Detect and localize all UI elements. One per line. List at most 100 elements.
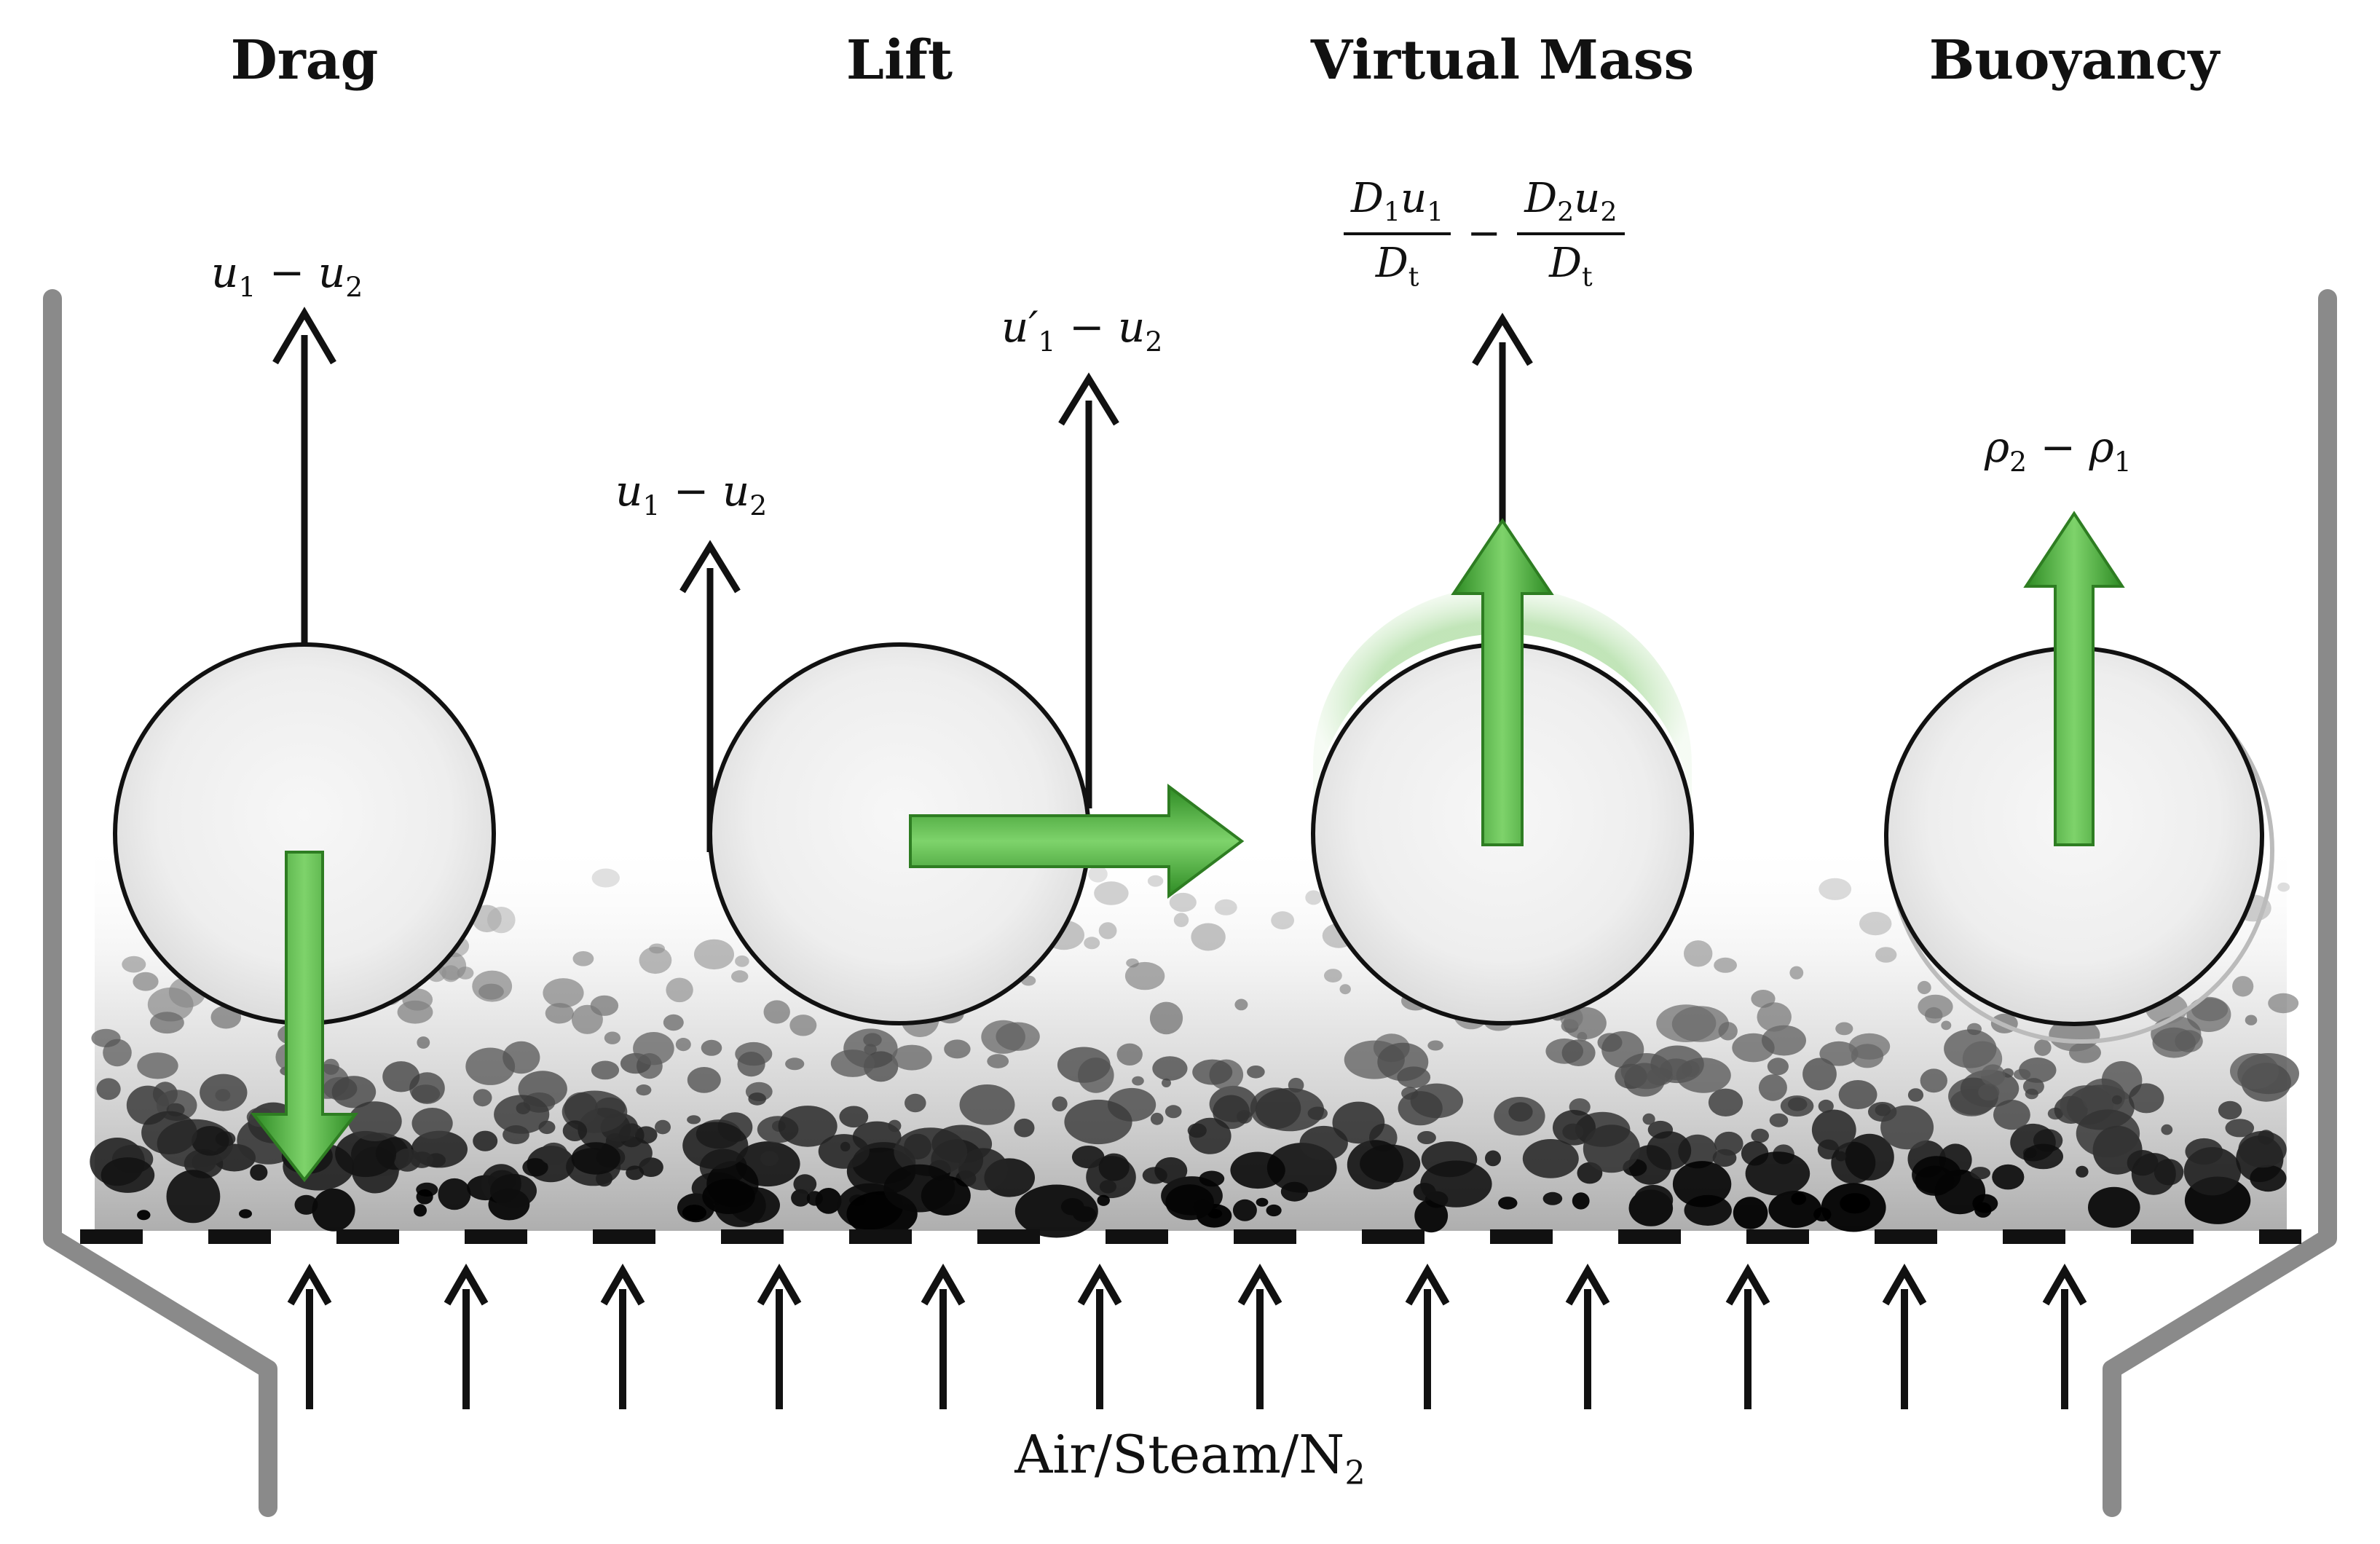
bed-particle [1875,1103,1891,1116]
bed-particle [1845,1133,1894,1181]
bed-particle [2076,1165,2089,1178]
bed-particle [1149,1001,1183,1035]
lift-fluctuation-label: u′1 − u2 [1001,302,1163,358]
bed-particle [1780,1095,1814,1117]
bed-particle [91,1028,121,1047]
bed-particle [1116,1043,1143,1066]
bed-particle [1255,1087,1325,1132]
bed-particle [215,1089,231,1102]
lift-force-arrow [909,784,1245,899]
bed-particle [1098,922,1117,940]
bed-particle [735,1041,773,1066]
bed-particle [2186,996,2231,1032]
heading-buoyancy: Buoyancy [1928,29,2220,92]
bed-particle [888,1119,902,1133]
bed-particle [494,1095,550,1134]
bed-particle [1767,1057,1789,1076]
bed-particle [101,1157,155,1193]
bed-particle [490,1173,537,1208]
bed-particle [883,1164,955,1213]
bed-particle [1572,1192,1590,1210]
bed-particle [294,1194,318,1215]
inlet-arrows [287,1264,2087,1409]
bed-particle [1941,1020,1952,1031]
bed-particle [1978,1084,2000,1101]
bed-particle [1714,957,1738,973]
bed-particle [1064,1099,1132,1145]
bed-particle [1642,1113,1655,1125]
bed-particle [414,1204,427,1217]
bed-particle [1542,1192,1563,1205]
bed-particle [959,1084,1015,1125]
bed-particle [239,1209,252,1218]
inlet-gas-arrowhead [1405,1264,1450,1306]
bed-particle [1150,1112,1164,1125]
bed-particle [410,1151,433,1168]
bed-particle [815,1188,842,1214]
bed-particle [2076,1109,2140,1158]
heading-virtual-mass: Virtual Mass [1310,29,1695,92]
bed-particle [1152,1056,1188,1081]
bed-particle [778,1106,838,1147]
bed-particle [1583,1124,1640,1173]
bed-particle [1052,1096,1068,1111]
bed-particle [1232,1199,1257,1221]
bed-particle [633,1032,674,1066]
bed-particle [465,1047,516,1085]
bed-particle [2218,1100,2242,1120]
bed-particle [2238,1130,2287,1168]
bed-particle [1925,1007,1943,1024]
bed-particle [1875,947,1897,963]
bed-particle [522,1158,548,1177]
heading-lift: Lift [846,29,953,92]
buoyancy-density-label: ρ2 − ρ1 [1985,422,2132,478]
bed-particle [1562,1123,1584,1141]
bed-particle [411,1108,453,1139]
bed-particle [1078,1057,1114,1093]
bed-particle [2250,1165,2287,1192]
bed-particle [687,1067,721,1093]
bed-particle [1417,1131,1436,1144]
bed-particle [2111,1095,2122,1105]
bed-particle [1912,1156,1961,1194]
bed-particle [1993,1100,2030,1130]
lift-fluctuation-arrowhead [1058,372,1119,426]
bed-particle [735,955,749,967]
bed-particle [1962,1041,2003,1076]
bed-particle [2129,1083,2164,1114]
inlet-gas-arrowhead [444,1264,489,1306]
bed-particle [441,965,460,982]
bed-particle [572,951,594,966]
bed-particle [1819,878,1852,900]
bed-particle [438,1178,471,1210]
bed-particle [1162,1078,1171,1087]
bed-particle [591,1060,620,1080]
bed-particle [1838,1080,1877,1109]
bed-particle [141,1111,197,1155]
bed-particle [150,1012,184,1034]
bed-particle [402,988,433,1011]
bed-particle [1266,1204,1282,1217]
bed-particle [1427,1040,1443,1051]
bed-particle [666,977,693,1003]
bed-particle [636,1084,652,1096]
virtual-mass-label: D1u1 Dt − D2u2 Dt [1344,175,1625,292]
bed-particle [96,1078,121,1100]
bed-particle [192,1126,229,1156]
virtual-mass-force-arrow [1451,518,1554,846]
bed-particle [1414,1199,1449,1233]
bed-particle [1189,1117,1232,1154]
bed-particle [1821,1183,1886,1232]
bed-particle [894,1127,968,1176]
bed-particle [1247,1066,1265,1079]
bed-particle [694,939,734,970]
bed-particle [1420,1160,1492,1208]
bed-particle [1620,1053,1673,1090]
bed-particle [1835,1151,1847,1162]
bed-particle [1094,881,1129,905]
bed-particle [702,1178,755,1214]
bed-particle [2161,1124,2173,1135]
bed-particle [1165,1105,1182,1119]
inlet-gas-arrowhead [1565,1264,1610,1306]
bed-particle [682,1205,707,1221]
